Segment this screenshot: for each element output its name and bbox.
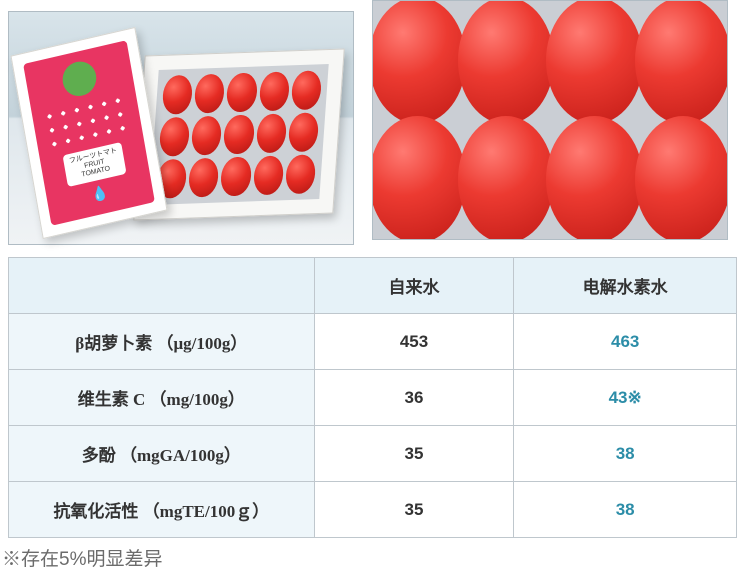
row-v1: 35 xyxy=(314,426,514,482)
th-hydrogen-water: 电解水素水 xyxy=(514,258,737,314)
row-v2: 43※ xyxy=(514,370,737,426)
row-label: 多酚 （mgGA/100g） xyxy=(9,426,315,482)
row-v2: 463 xyxy=(514,314,737,370)
table-row: 抗氧化活性 （mgTE/100ｇ） 35 38 xyxy=(9,482,737,538)
row-v1: 453 xyxy=(314,314,514,370)
tomato-closeup-photo xyxy=(372,0,728,240)
row-v2: 38 xyxy=(514,426,737,482)
table-row: 维生素 C （mg/100g） 36 43※ xyxy=(9,370,737,426)
water-drop-icon: 💧 xyxy=(90,184,110,205)
lid-label: フルーツトマト FRUIT TOMATO xyxy=(62,142,127,187)
th-blank xyxy=(9,258,315,314)
table-row: β胡萝卜素 （μg/100g） 453 463 xyxy=(9,314,737,370)
row-v1: 36 xyxy=(314,370,514,426)
row-label: 抗氧化活性 （mgTE/100ｇ） xyxy=(9,482,315,538)
table-row: 多酚 （mgGA/100g） 35 38 xyxy=(9,426,737,482)
row-label: 维生素 C （mg/100g） xyxy=(9,370,315,426)
th-tap-water: 自来水 xyxy=(314,258,514,314)
row-label: β胡萝卜素 （μg/100g） xyxy=(9,314,315,370)
nutrition-table: 自来水 电解水素水 β胡萝卜素 （μg/100g） 453 463 维生素 C … xyxy=(8,257,737,538)
footnote: ※存在5%明显差异 xyxy=(0,544,745,571)
table-header-row: 自来水 电解水素水 xyxy=(9,258,737,314)
row-v2: 38 xyxy=(514,482,737,538)
product-box-photo: フルーツトマト FRUIT TOMATO 💧 xyxy=(8,11,354,245)
lid-logo-icon xyxy=(60,58,99,99)
image-row: フルーツトマト FRUIT TOMATO 💧 xyxy=(0,0,745,245)
row-v1: 35 xyxy=(314,482,514,538)
